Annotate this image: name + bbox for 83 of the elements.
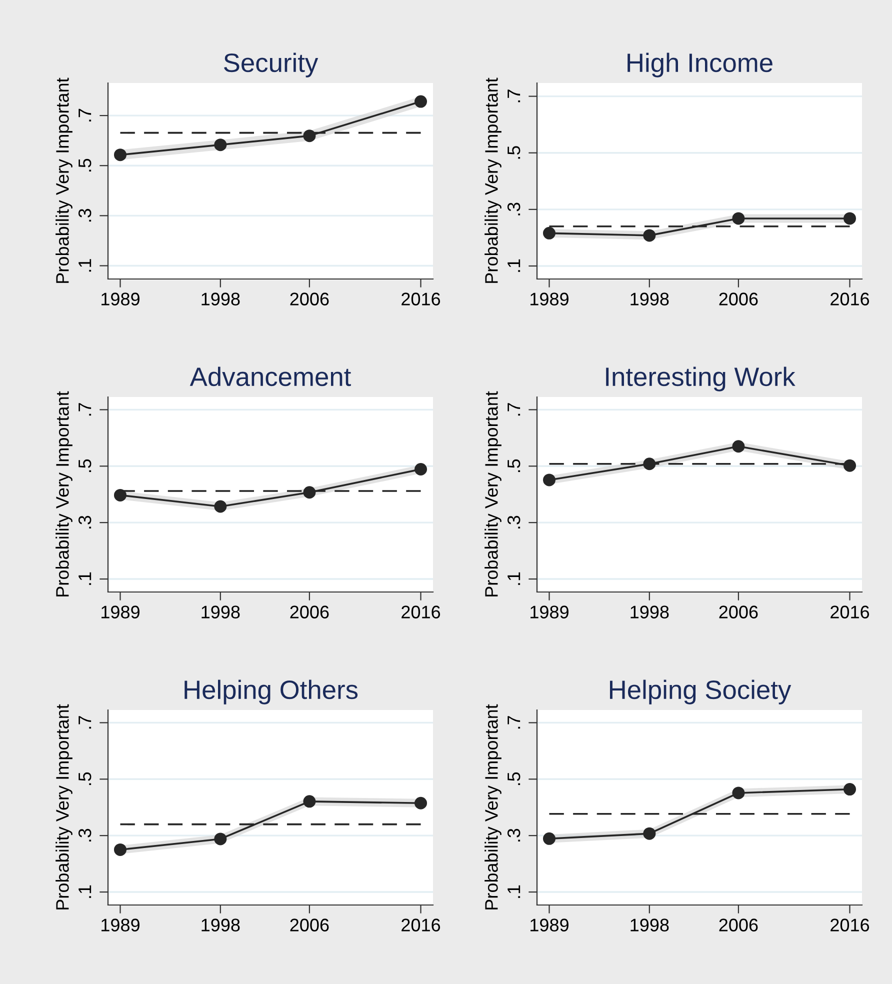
point [214,832,227,846]
x-tick-label: 2016 [830,606,870,618]
point [303,795,316,808]
y-tick-label: .1 [508,572,520,585]
x-tick-label: 2006 [719,292,758,306]
x-tick-label: 2006 [719,606,758,618]
point [732,440,745,453]
x-tick-label: 1989 [530,918,568,932]
point [114,488,126,502]
x-tick-label: 1998 [202,918,240,932]
y-tick-label: .3 [507,828,520,842]
point [643,229,656,242]
point [214,138,227,152]
y-tick-label: .7 [508,90,520,102]
x-tick-label: 1989 [530,292,568,306]
x-tick-label: 2016 [402,292,440,306]
y-tick-label: .1 [78,885,92,898]
chart-title: Helping Society [610,680,792,704]
y-axis-title: Probability Very Important [484,391,502,596]
y-axis-title: Probability Very Important [56,704,72,910]
point [542,474,556,486]
x-tick-label: 2016 [830,918,870,932]
x-tick-label: 1989 [102,918,140,932]
point [414,462,428,476]
y-axis-title: Probability Very Important [484,704,502,910]
y-tick-label: .5 [78,158,92,172]
point [414,796,428,810]
x-tick-label: 1998 [202,606,240,618]
y-tick-label: .7 [508,716,520,729]
y-tick-label: .7 [78,716,92,729]
chart-title: Advancement [190,366,351,386]
point [542,832,556,845]
x-tick-label: 2016 [830,292,870,306]
x-tick-label: 2006 [290,918,329,932]
x-tick-label: 1998 [630,606,669,618]
point [542,226,556,240]
y-tick-label: .3 [78,208,92,222]
y-axis-title: Probability Very Important [484,78,502,283]
y-tick-label: .3 [507,202,520,216]
point [114,148,126,162]
y-tick-label: .1 [78,572,92,585]
point [732,212,745,225]
y-axis-title: Probability Very Important [56,78,72,283]
point [643,827,656,840]
point [732,786,745,800]
y-tick-label: .5 [508,459,520,472]
y-tick-label: .7 [508,403,520,416]
y-axis-title: Probability Very Important [56,391,72,596]
y-tick-label: .1 [508,885,520,898]
x-tick-label: 1989 [102,292,140,306]
y-tick-label: .5 [508,146,520,159]
x-tick-label: 2016 [402,918,440,932]
y-tick-label: .3 [78,516,92,528]
chart-title: Interesting Work [606,366,796,392]
x-tick-label: 2006 [290,292,329,306]
x-tick-label: 1989 [530,606,568,618]
x-tick-label: 1998 [630,292,669,306]
x-tick-label: 2006 [719,918,758,932]
chart-title: Security [224,52,318,78]
y-tick-label: .7 [78,108,92,122]
point [214,500,227,513]
y-tick-label: .3 [78,828,92,842]
point [114,843,126,856]
x-tick-label: 1989 [102,606,140,618]
y-tick-label: .7 [78,403,92,416]
chart-title: Helping Others [184,680,358,704]
x-tick-label: 1998 [202,292,240,306]
point [414,95,428,108]
x-tick-label: 2006 [290,606,329,618]
y-tick-label: .5 [78,772,92,786]
x-tick-label: 2016 [402,606,440,618]
point [844,212,856,225]
point [303,130,316,142]
y-tick-label: .1 [78,259,92,272]
x-tick-label: 1998 [630,918,669,932]
point [844,459,856,472]
chart-title: High Income [628,52,772,78]
y-tick-label: .3 [507,516,520,528]
y-tick-label: .5 [508,772,520,786]
point [844,783,856,796]
y-tick-label: .5 [78,459,92,472]
point [303,486,316,499]
y-tick-label: .1 [508,259,520,272]
